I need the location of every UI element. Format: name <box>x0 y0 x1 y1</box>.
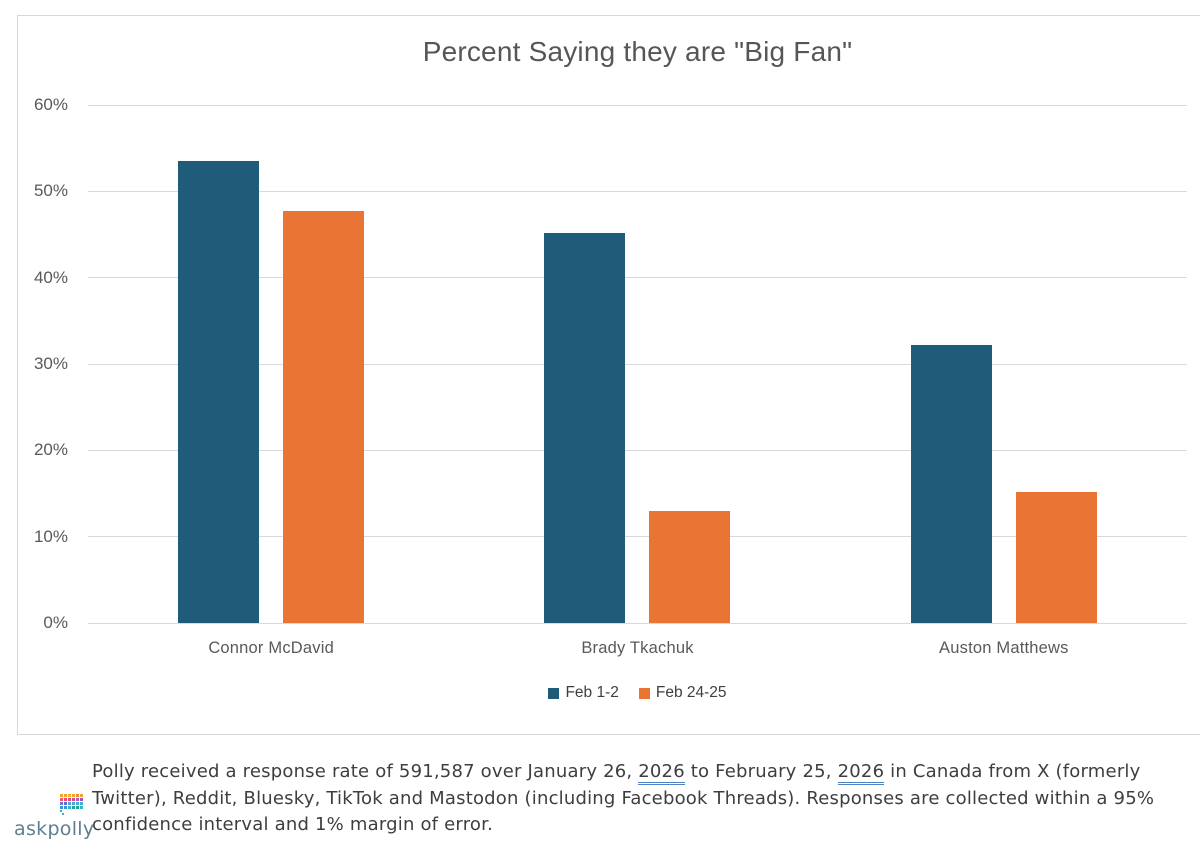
askpolly-dot <box>68 806 71 809</box>
gridline-40 <box>88 277 1187 279</box>
gridline-60 <box>88 104 1187 106</box>
y-axis-tick-50: 50% <box>33 181 68 201</box>
askpolly-dots-icon <box>60 794 86 816</box>
footer-line-2: Twitter), Reddit, Bluesky, TikTok and Ma… <box>92 787 1155 809</box>
askpolly-dot <box>72 794 75 797</box>
y-axis-tick-40: 40% <box>33 267 68 287</box>
askpolly-dot <box>64 794 67 797</box>
askpolly-dot <box>72 806 75 809</box>
askpolly-dot <box>80 802 83 805</box>
y-axis-tick-60: 60% <box>33 95 68 114</box>
footer-line-1-text: to February 25, <box>684 761 838 782</box>
askpolly-dot-tail <box>60 810 62 812</box>
gridline-10 <box>88 536 1187 538</box>
legend-swatch-feb-24-25-icon <box>638 687 650 699</box>
askpolly-logo: askpolly <box>14 792 114 852</box>
bar-feb-24-25-brady-tkachuk <box>649 510 731 623</box>
askpolly-dot <box>60 798 63 801</box>
askpolly-dot <box>60 794 63 797</box>
bar-feb-1-2-auston-matthews <box>910 345 992 623</box>
askpolly-dot <box>60 802 63 805</box>
askpolly-dot <box>80 806 83 809</box>
x-axis-label-connor-mcdavid: Connor McDavid <box>208 639 334 657</box>
askpolly-dot <box>76 802 79 805</box>
plot-area <box>88 104 1187 624</box>
askpolly-dot <box>64 798 67 801</box>
askpolly-dot <box>60 806 63 809</box>
askpolly-logo-text: askpolly <box>14 818 95 840</box>
grammar-underlined-year: 2026 <box>638 761 685 785</box>
bar-feb-24-25-connor-mcdavid <box>283 211 364 623</box>
askpolly-dot <box>72 798 75 801</box>
footer-note: Polly received a response rate of 591,58… <box>92 759 1200 839</box>
gridline-50 <box>88 190 1187 192</box>
legend-label-feb-24-25: Feb 24-25 <box>655 684 727 701</box>
bar-feb-1-2-connor-mcdavid <box>178 161 259 623</box>
askpolly-dot <box>64 806 67 809</box>
chart-title: Percent Saying they are "Big Fan" <box>422 36 853 67</box>
askpolly-dot-tail <box>62 813 64 815</box>
askpolly-dot <box>80 798 83 801</box>
y-axis-tick-30: 30% <box>33 354 68 373</box>
askpolly-dot <box>80 794 83 797</box>
bar-feb-1-2-brady-tkachuk <box>544 232 626 623</box>
legend-label-feb-1-2: Feb 1-2 <box>565 684 619 701</box>
askpolly-dot <box>76 806 79 809</box>
gridline-0 <box>88 622 1187 624</box>
askpolly-dot <box>72 802 75 805</box>
x-axis-label-brady-tkachuk: Brady Tkachuk <box>581 639 694 657</box>
legend-item-feb-24-25: Feb 24-25 <box>638 684 727 702</box>
y-axis-tick-10: 10% <box>33 526 68 546</box>
gridline-20 <box>88 449 1187 451</box>
askpolly-dot <box>68 802 71 805</box>
y-axis-tick-0: 0% <box>43 613 68 632</box>
askpolly-dot <box>68 794 71 797</box>
askpolly-dot <box>68 798 71 801</box>
askpolly-dot <box>64 802 67 805</box>
askpolly-dot <box>76 798 79 801</box>
bar-feb-24-25-auston-matthews <box>1015 491 1097 623</box>
y-axis-tick-20: 20% <box>33 440 68 460</box>
x-axis-labels: Connor McDavid Brady Tkachuk Auston Matt… <box>88 639 1187 658</box>
askpolly-dot <box>76 794 79 797</box>
legend-swatch-feb-1-2-icon <box>548 687 560 699</box>
gridline-30 <box>88 363 1187 365</box>
legend-item-feb-1-2: Feb 1-2 <box>548 684 619 702</box>
grammar-underlined-year: 2026 <box>837 761 885 785</box>
footer-line-1-text: in Canada from X (formerly <box>884 761 1141 782</box>
footer-line-1-text: Polly received a response rate of 591,58… <box>92 761 639 782</box>
x-axis-label-auston-matthews: Auston Matthews <box>939 639 1069 657</box>
legend: Feb 1-2 Feb 24-25 <box>88 684 1187 702</box>
footer-line-1: Polly received a response rate of 591,58… <box>92 759 1200 786</box>
footer-line-3: confidence interval and 1% margin of err… <box>92 814 493 835</box>
